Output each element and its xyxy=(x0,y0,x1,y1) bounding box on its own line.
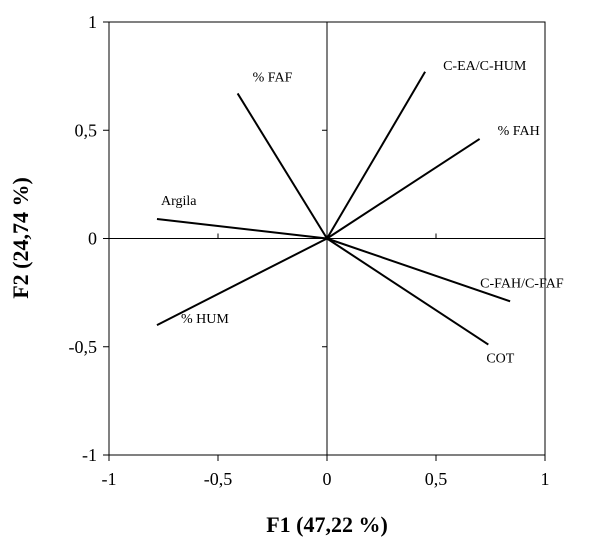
x-tick-label-2: 0 xyxy=(323,469,332,489)
y-tick-label-2: 0 xyxy=(88,229,97,249)
x-tick-label-3: 0,5 xyxy=(425,469,448,489)
vector-c-ea-c-hum xyxy=(326,71,426,240)
x-tick-label-0: -1 xyxy=(102,469,117,489)
vector-cot xyxy=(326,237,489,346)
vector-label-c-ea-c-hum: C-EA/C-HUM xyxy=(443,59,527,74)
ticks-group xyxy=(103,21,546,461)
vectors-group xyxy=(156,71,511,346)
vector-label-cot: COT xyxy=(486,352,514,367)
vector-label-fah: % FAH xyxy=(498,124,540,139)
y-tick-label-3: 0,5 xyxy=(75,120,98,140)
vector-argila xyxy=(156,218,328,240)
vector-labels-group: % FAF C-EA/C-HUM % FAH Argila C-FAH/C-FAF % H… xyxy=(161,59,564,367)
vector-fah xyxy=(326,138,481,240)
y-tick-label-4: 1 xyxy=(88,12,97,32)
vector-hum xyxy=(156,237,328,326)
vector-label-hum: % HUM xyxy=(181,312,229,327)
x-axis-title: F1 (47,22 %) xyxy=(266,512,388,537)
y-axis-title: F2 (24,74 %) xyxy=(8,177,33,299)
y-tick-label-1: -0,5 xyxy=(69,337,98,357)
tick-labels-group: -1 -0,5 0 0,5 1 -1 -0,5 0 0,5 1 xyxy=(69,12,550,489)
vector-c-fah-c-faf xyxy=(326,237,511,303)
vector-faf xyxy=(236,92,328,240)
vector-label-c-fah-c-faf: C-FAH/C-FAF xyxy=(480,276,564,291)
vector-label-faf: % FAF xyxy=(253,70,293,85)
x-tick-label-4: 1 xyxy=(541,469,550,489)
vector-label-argila: Argila xyxy=(161,194,197,209)
x-tick-label-1: -0,5 xyxy=(204,469,233,489)
y-tick-label-0: -1 xyxy=(82,445,97,465)
